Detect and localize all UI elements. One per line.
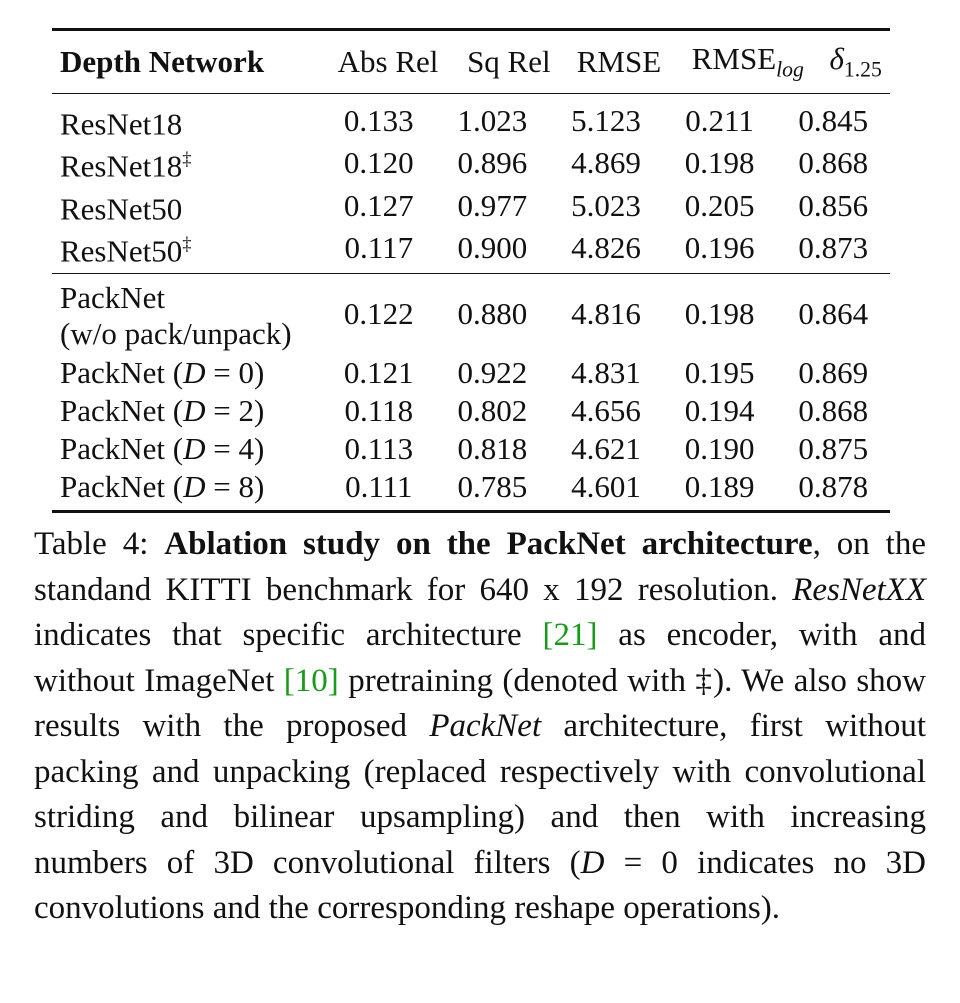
cell-delta: 0.875 (798, 431, 869, 467)
cell-rmse: 4.621 (571, 431, 641, 467)
cell-abs-rel: 0.127 (343, 187, 414, 223)
cell-delta: 0.878 (798, 469, 869, 505)
caption-d-variable: D (580, 844, 605, 881)
row-name: PackNet (D = 8) (60, 469, 265, 505)
cell-sq-rel: 0.896 (457, 145, 528, 181)
row-name: ResNet18 (60, 106, 183, 142)
table-row: PackNet (D = 2) 0.118 0.802 4.656 0.194 … (52, 392, 890, 430)
caption-title: Ablation study on the PackNet architectu… (164, 526, 813, 562)
row-name: ResNet18‡ (60, 148, 192, 184)
header-rmse-log-base: RMSE (691, 41, 777, 77)
cell-delta: 0.869 (798, 355, 869, 391)
row-name: ResNet50 (60, 190, 183, 226)
cell-sq-rel: 0.802 (457, 393, 528, 429)
cell-abs-rel: 0.120 (343, 145, 414, 181)
cell-rmse-log: 0.196 (684, 230, 755, 266)
cell-abs-rel: 0.111 (345, 469, 413, 505)
table-row: PackNet (D = 8) 0.111 0.785 4.601 0.189 … (52, 468, 890, 510)
cell-rmse-log: 0.198 (684, 296, 755, 332)
table-top-rule (52, 28, 890, 31)
cell-rmse: 5.123 (571, 103, 641, 139)
caption-packnet: PackNet (429, 708, 542, 744)
cell-rmse: 4.869 (571, 145, 641, 181)
ablation-table: Depth Network Abs Rel Sq Rel RMSE RMSElo… (52, 31, 890, 93)
table-header-rule (52, 93, 890, 94)
header-rmse-log: RMSElog (674, 31, 821, 93)
table-caption: Table 4: Ablation study on the PackNet a… (34, 526, 926, 926)
header-delta: δ1.25 (821, 31, 890, 93)
cell-rmse-log: 0.198 (684, 145, 755, 181)
cell-delta: 0.868 (798, 393, 869, 429)
cell-sq-rel: 0.977 (457, 187, 528, 223)
cell-rmse-log: 0.211 (685, 103, 754, 139)
row-name: PackNet (D = 2) (60, 393, 265, 429)
cell-abs-rel: 0.118 (344, 393, 414, 429)
citation-link-21[interactable]: [21] (542, 617, 598, 653)
header-delta-subscript: 1.25 (843, 57, 882, 82)
cell-rmse: 4.826 (571, 230, 641, 266)
cell-abs-rel: 0.133 (343, 103, 414, 139)
table-row: PackNet (w/o pack/unpack) 0.122 0.880 4.8… (52, 274, 890, 354)
cell-rmse: 4.816 (571, 296, 641, 332)
cell-rmse: 4.656 (571, 393, 641, 429)
caption-resnetxx: ResNetXX (792, 571, 926, 608)
cell-sq-rel: 0.922 (457, 355, 528, 391)
results-table-container: Depth Network Abs Rel Sq Rel RMSE RMSElo… (52, 28, 890, 514)
row-name-packnet-plain: PackNet (w/o pack/unpack) (60, 280, 292, 352)
cell-rmse-log: 0.195 (684, 355, 755, 391)
cell-rmse-log: 0.194 (684, 393, 755, 429)
caption-label: Table 4: (34, 526, 165, 562)
table-row: ResNet18‡ 0.120 0.896 4.869 0.198 0.868 (52, 142, 890, 184)
table-bottom-rule (52, 510, 890, 514)
ablation-table-packnet: PackNet (w/o pack/unpack) 0.122 0.880 4.8… (52, 274, 890, 510)
cell-rmse: 4.601 (571, 469, 641, 505)
table-row: ResNet50 0.127 0.977 5.023 0.205 0.856 (52, 185, 890, 227)
header-delta-base: δ (829, 41, 844, 77)
table-header-row: Depth Network Abs Rel Sq Rel RMSE RMSElo… (52, 31, 890, 93)
cell-sq-rel: 0.818 (457, 431, 528, 467)
header-rmse-log-subscript: log (776, 57, 804, 82)
cell-abs-rel: 0.117 (344, 230, 414, 266)
header-rmse: RMSE (576, 44, 662, 79)
cell-rmse-log: 0.190 (684, 431, 755, 467)
cell-delta: 0.864 (798, 296, 869, 332)
cell-sq-rel: 0.900 (457, 230, 528, 266)
cell-rmse-log: 0.205 (684, 187, 755, 223)
cell-abs-rel: 0.113 (344, 431, 414, 467)
header-abs-rel: Abs Rel (337, 44, 439, 79)
cell-sq-rel: 0.880 (457, 296, 528, 332)
cell-rmse-log: 0.189 (684, 469, 755, 505)
table-row: PackNet (D = 0) 0.121 0.922 4.831 0.195 … (52, 354, 890, 392)
cell-delta: 0.873 (798, 230, 869, 266)
cell-delta: 0.868 (798, 145, 869, 181)
row-name: ResNet50‡ (60, 233, 192, 269)
table-row: ResNet18 0.133 1.023 5.123 0.211 0.845 (52, 94, 890, 142)
cell-abs-rel: 0.122 (343, 296, 414, 332)
row-name: PackNet (D = 4) (60, 431, 265, 467)
cell-sq-rel: 0.785 (457, 469, 528, 505)
cell-delta: 0.856 (798, 187, 869, 223)
cell-rmse: 4.831 (571, 355, 641, 391)
cell-sq-rel: 1.023 (457, 103, 528, 139)
header-depth-network: Depth Network (60, 44, 265, 79)
cell-rmse: 5.023 (571, 187, 641, 223)
table-row: PackNet (D = 4) 0.113 0.818 4.621 0.190 … (52, 430, 890, 468)
table-group-rule (52, 273, 890, 275)
ablation-table-resnet: ResNet18 0.133 1.023 5.123 0.211 0.845 R… (52, 94, 890, 273)
row-name: PackNet (D = 0) (60, 355, 265, 391)
table-row: ResNet50‡ 0.117 0.900 4.826 0.196 0.873 (52, 227, 890, 273)
cell-delta: 0.845 (798, 103, 869, 139)
citation-link-10[interactable]: [10] (283, 662, 339, 699)
header-sq-rel: Sq Rel (467, 44, 551, 79)
cell-abs-rel: 0.121 (343, 355, 414, 391)
